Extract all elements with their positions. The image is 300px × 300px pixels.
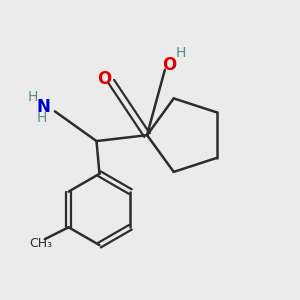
- Text: N: N: [36, 98, 50, 116]
- Text: H: H: [27, 90, 38, 104]
- Text: O: O: [97, 70, 111, 88]
- Text: H: H: [37, 111, 47, 125]
- Text: H: H: [175, 46, 185, 60]
- Text: O: O: [162, 56, 176, 74]
- Text: CH₃: CH₃: [29, 237, 52, 250]
